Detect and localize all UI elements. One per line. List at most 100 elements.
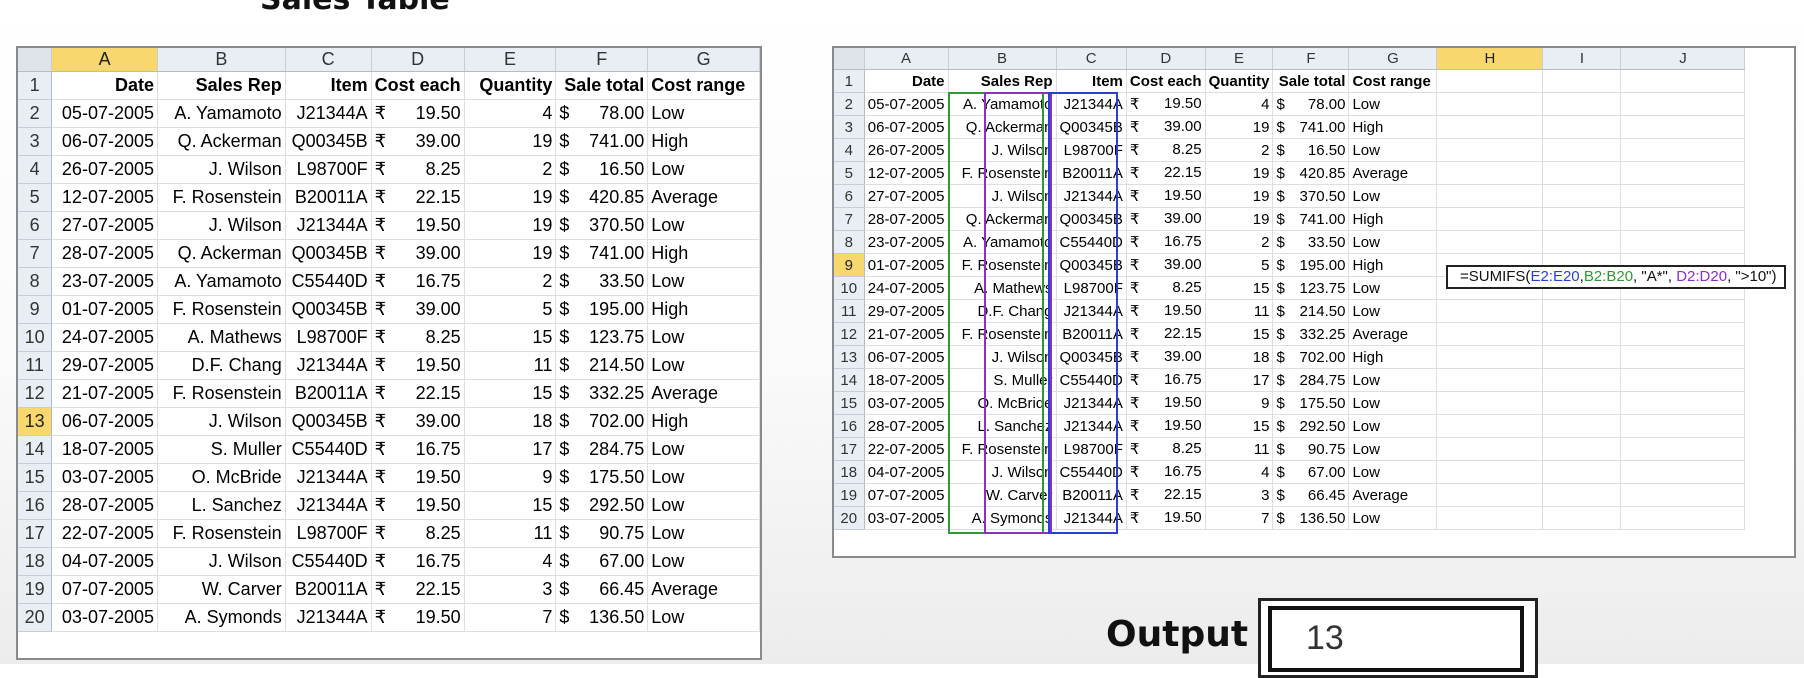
- empty-cell[interactable]: [1620, 69, 1746, 93]
- empty-cell[interactable]: [1436, 460, 1544, 484]
- date-cell[interactable]: 01-07-2005: [864, 253, 949, 277]
- item-cell[interactable]: C55440D: [285, 435, 372, 464]
- row-header[interactable]: 13: [18, 407, 53, 436]
- sale-total-cell[interactable]: $332.25: [1272, 322, 1350, 346]
- empty-cell[interactable]: [1436, 115, 1544, 139]
- column-header-g[interactable]: G: [647, 48, 760, 72]
- row-header[interactable]: 5: [834, 161, 865, 185]
- empty-cell[interactable]: [1436, 299, 1544, 323]
- date-cell[interactable]: 21-07-2005: [51, 379, 158, 408]
- empty-cell[interactable]: [1436, 506, 1544, 530]
- cost-each-cell[interactable]: ₹22.15: [1126, 322, 1206, 346]
- sale-total-cell[interactable]: $16.50: [1272, 138, 1350, 162]
- cost-range-cell[interactable]: Low: [1348, 368, 1438, 392]
- sale-total-cell[interactable]: $90.75: [1272, 437, 1350, 461]
- cost-range-cell[interactable]: Low: [647, 267, 760, 296]
- empty-cell[interactable]: [1620, 299, 1746, 323]
- header-cell[interactable]: Quantity: [1205, 69, 1274, 93]
- quantity-cell[interactable]: 19: [1205, 207, 1274, 231]
- header-cell[interactable]: Quantity: [464, 71, 557, 100]
- column-header-e[interactable]: E: [464, 48, 557, 72]
- sale-total-cell[interactable]: $136.50: [1272, 506, 1350, 530]
- header-cell[interactable]: Sale total: [555, 71, 649, 100]
- cost-each-cell[interactable]: ₹8.25: [371, 519, 465, 548]
- row-header[interactable]: 20: [834, 506, 865, 530]
- item-cell[interactable]: B20011A: [285, 575, 372, 604]
- header-cell[interactable]: Cost each: [371, 71, 465, 100]
- item-cell[interactable]: J21344A: [1056, 506, 1127, 530]
- sales-rep-cell[interactable]: J. Wilson: [157, 211, 286, 240]
- select-all-corner[interactable]: [834, 48, 865, 70]
- cost-range-cell[interactable]: Low: [1348, 460, 1438, 484]
- item-cell[interactable]: Q00345B: [285, 127, 372, 156]
- row-header-1[interactable]: 1: [834, 69, 865, 93]
- empty-cell[interactable]: [1436, 92, 1544, 116]
- sales-rep-cell[interactable]: S. Muller: [948, 368, 1057, 392]
- sale-total-cell[interactable]: $195.00: [555, 295, 649, 324]
- row-header[interactable]: 19: [834, 483, 865, 507]
- column-header-g[interactable]: G: [1348, 48, 1438, 70]
- row-header[interactable]: 5: [18, 183, 53, 212]
- quantity-cell[interactable]: 11: [1205, 299, 1274, 323]
- date-cell[interactable]: 06-07-2005: [864, 345, 949, 369]
- row-header[interactable]: 12: [18, 379, 53, 408]
- sales-rep-cell[interactable]: F. Rosenstein: [948, 161, 1057, 185]
- item-cell[interactable]: L98700F: [1056, 138, 1127, 162]
- cost-each-cell[interactable]: ₹19.50: [371, 211, 465, 240]
- item-cell[interactable]: J21344A: [285, 463, 372, 492]
- cost-each-cell[interactable]: ₹16.75: [1126, 460, 1206, 484]
- empty-cell[interactable]: [1542, 115, 1622, 139]
- header-cell[interactable]: Sales Rep: [948, 69, 1057, 93]
- sales-rep-cell[interactable]: F. Rosenstein: [948, 253, 1057, 277]
- sales-rep-cell[interactable]: F. Rosenstein: [157, 519, 286, 548]
- sale-total-cell[interactable]: $741.00: [1272, 115, 1350, 139]
- quantity-cell[interactable]: 2: [464, 267, 557, 296]
- empty-cell[interactable]: [1620, 207, 1746, 231]
- row-header[interactable]: 10: [834, 276, 865, 300]
- row-header[interactable]: 3: [834, 115, 865, 139]
- date-cell[interactable]: 01-07-2005: [51, 295, 158, 324]
- column-header-d[interactable]: D: [1126, 48, 1206, 70]
- sales-rep-cell[interactable]: F. Rosenstein: [157, 295, 286, 324]
- sales-rep-cell[interactable]: L. Sanchez: [157, 491, 286, 520]
- cost-each-cell[interactable]: ₹19.50: [371, 351, 465, 380]
- column-header-c[interactable]: C: [1056, 48, 1127, 70]
- quantity-cell[interactable]: 3: [1205, 483, 1274, 507]
- date-cell[interactable]: 06-07-2005: [51, 127, 158, 156]
- date-cell[interactable]: 21-07-2005: [864, 322, 949, 346]
- cost-each-cell[interactable]: ₹19.50: [1126, 299, 1206, 323]
- cost-each-cell[interactable]: ₹16.75: [1126, 368, 1206, 392]
- cost-each-cell[interactable]: ₹22.15: [371, 183, 465, 212]
- header-cell[interactable]: Cost range: [647, 71, 760, 100]
- date-cell[interactable]: 04-07-2005: [51, 547, 158, 576]
- cost-each-cell[interactable]: ₹39.00: [1126, 253, 1206, 277]
- item-cell[interactable]: J21344A: [1056, 391, 1127, 415]
- sales-rep-cell[interactable]: A. Symonds: [157, 603, 286, 632]
- cost-each-cell[interactable]: ₹19.50: [1126, 391, 1206, 415]
- cost-range-cell[interactable]: Low: [647, 547, 760, 576]
- quantity-cell[interactable]: 19: [464, 211, 557, 240]
- formula-edit-cell[interactable]: =SUMIFS(E2:E20,B2:B20, "A*", D2:D20, ">1…: [1446, 265, 1786, 289]
- cost-range-cell[interactable]: Low: [647, 323, 760, 352]
- date-cell[interactable]: 03-07-2005: [51, 463, 158, 492]
- sale-total-cell[interactable]: $741.00: [1272, 207, 1350, 231]
- sale-total-cell[interactable]: $66.45: [1272, 483, 1350, 507]
- item-cell[interactable]: J21344A: [285, 491, 372, 520]
- cost-each-cell[interactable]: ₹19.50: [371, 99, 465, 128]
- cost-range-cell[interactable]: High: [1348, 253, 1438, 277]
- quantity-cell[interactable]: 17: [1205, 368, 1274, 392]
- sale-total-cell[interactable]: $214.50: [1272, 299, 1350, 323]
- row-header[interactable]: 16: [834, 414, 865, 438]
- column-header-f[interactable]: F: [1272, 48, 1350, 70]
- row-header[interactable]: 8: [834, 230, 865, 254]
- empty-cell[interactable]: [1542, 207, 1622, 231]
- quantity-cell[interactable]: 4: [464, 99, 557, 128]
- column-header-b[interactable]: B: [157, 48, 286, 72]
- date-cell[interactable]: 12-07-2005: [864, 161, 949, 185]
- empty-cell[interactable]: [1542, 184, 1622, 208]
- date-cell[interactable]: 05-07-2005: [864, 92, 949, 116]
- date-cell[interactable]: 27-07-2005: [51, 211, 158, 240]
- item-cell[interactable]: J21344A: [285, 99, 372, 128]
- cost-each-cell[interactable]: ₹8.25: [1126, 276, 1206, 300]
- row-header[interactable]: 6: [834, 184, 865, 208]
